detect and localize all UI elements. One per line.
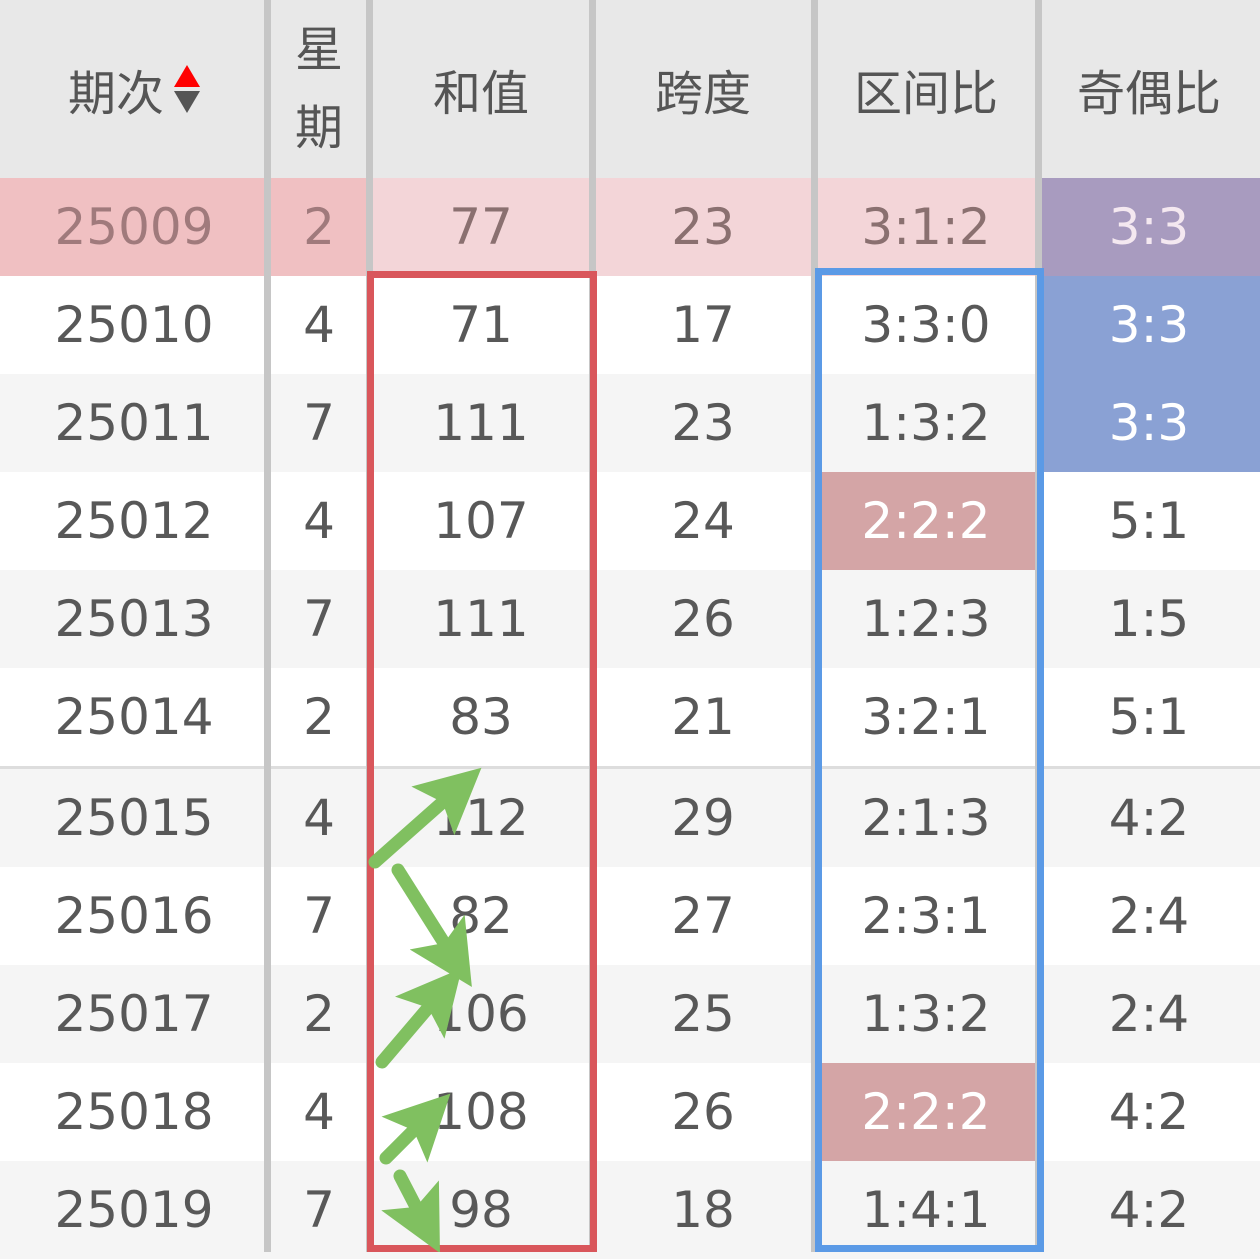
- weekday-cell: 2: [268, 178, 370, 276]
- zone-ratio-cell: 1:2:3: [861, 590, 991, 648]
- span-cell: 18: [671, 1181, 735, 1239]
- span-cell: 29: [671, 789, 735, 847]
- header-period[interactable]: 期次: [0, 0, 268, 178]
- span-cell: 26: [671, 1083, 735, 1141]
- period-cell: 25012: [54, 492, 214, 550]
- odd-even-cell: 4:2: [1108, 1181, 1190, 1239]
- sum-cell: 71: [449, 296, 513, 354]
- weekday-cell: 4: [303, 492, 335, 550]
- zone-ratio-cell: 3:3:0: [861, 296, 991, 354]
- table-row[interactable]: 25017 2 106 25 1:3:2 2:4: [0, 965, 1260, 1063]
- zone-highlight-box: [815, 268, 1044, 1252]
- table-row[interactable]: 25012 4 107 24 2:2:2 5:1: [0, 472, 1260, 570]
- header-label: 星期: [294, 22, 343, 156]
- span-cell: 17: [671, 296, 735, 354]
- header-label: 奇偶比: [1076, 66, 1221, 122]
- zone-ratio-cell: 3:1:2: [814, 178, 1038, 276]
- table-row[interactable]: 25013 7 111 26 1:2:3 1:5: [0, 570, 1260, 668]
- odd-even-cell: 5:1: [1108, 688, 1190, 746]
- period-cell: 25015: [54, 789, 214, 847]
- zone-ratio-cell: 3:2:1: [861, 688, 991, 746]
- period-cell: 25018: [54, 1083, 214, 1141]
- sum-cell: 111: [433, 394, 529, 452]
- weekday-cell: 4: [303, 789, 335, 847]
- arrow-up-icon: [368, 767, 482, 869]
- sum-cell: 83: [449, 688, 513, 746]
- header-label: 跨度: [654, 66, 751, 122]
- weekday-cell: 7: [303, 590, 335, 648]
- table-row[interactable]: 25019 7 98 18 1:4:1 4:2: [0, 1161, 1260, 1259]
- odd-even-cell: 4:2: [1108, 789, 1190, 847]
- zone-ratio-cell: 2:2:2: [814, 1063, 1038, 1161]
- period-cell: 25019: [54, 1181, 214, 1239]
- odd-even-cell: 3:3: [1038, 276, 1260, 374]
- sort-up-down-icon[interactable]: [174, 65, 200, 113]
- arrow-up-icon: [379, 1093, 451, 1165]
- weekday-cell: 2: [303, 985, 335, 1043]
- zone-ratio-cell: 2:1:3: [861, 789, 991, 847]
- table-header: 期次 星期 和值 跨度 区间比 奇偶比: [0, 0, 1260, 178]
- table-row[interactable]: 25010 4 71 17 3:3:0 3:3: [0, 276, 1260, 374]
- header-weekday: 星期: [268, 0, 370, 178]
- weekday-cell: 7: [303, 887, 335, 945]
- sum-cell: 111: [433, 590, 529, 648]
- odd-even-cell: 2:4: [1108, 887, 1190, 945]
- table-row[interactable]: 25011 7 111 23 1:3:2 3:3: [0, 374, 1260, 472]
- period-cell: 25009: [0, 178, 268, 276]
- span-cell: 23: [671, 394, 735, 452]
- zone-ratio-cell: 1:4:1: [861, 1181, 991, 1239]
- span-cell: 23: [592, 178, 814, 276]
- arrow-down-icon: [391, 863, 472, 987]
- table-row[interactable]: 25016 7 82 27 2:3:1 2:4: [0, 867, 1260, 965]
- zone-ratio-cell: 1:3:2: [861, 985, 991, 1043]
- period-cell: 25014: [54, 688, 214, 746]
- header-sum: 和值: [370, 0, 592, 178]
- table-row[interactable]: 25009 2 77 23 3:1:2 3:3: [0, 178, 1260, 276]
- odd-even-cell: 3:3: [1038, 374, 1260, 472]
- period-cell: 25010: [54, 296, 214, 354]
- header-label: 期次: [67, 66, 164, 122]
- span-cell: 21: [671, 688, 735, 746]
- header-span: 跨度: [592, 0, 814, 178]
- odd-even-cell: 3:3: [1038, 178, 1260, 276]
- period-cell: 25017: [54, 985, 214, 1043]
- zone-ratio-cell: 1:3:2: [861, 394, 991, 452]
- header-label: 区间比: [853, 66, 998, 122]
- weekday-cell: 7: [303, 394, 335, 452]
- sum-highlight-box: [367, 271, 597, 1252]
- column-divider: [811, 0, 818, 1252]
- header-odd-even-ratio: 奇偶比: [1038, 0, 1260, 178]
- period-cell: 25013: [54, 590, 214, 648]
- arrow-up-icon: [375, 968, 462, 1069]
- period-cell: 25016: [54, 887, 214, 945]
- table-row[interactable]: 25014 2 83 21 3:2:1 5:1: [0, 668, 1260, 766]
- period-cell: 25011: [54, 394, 214, 452]
- sum-cell: 107: [433, 492, 529, 550]
- span-cell: 26: [671, 590, 735, 648]
- span-cell: 27: [671, 887, 735, 945]
- header-label: 和值: [432, 66, 529, 122]
- weekday-cell: 7: [303, 1181, 335, 1239]
- sum-cell: 77: [370, 178, 592, 276]
- odd-even-cell: 4:2: [1108, 1083, 1190, 1141]
- odd-even-cell: 5:1: [1108, 492, 1190, 550]
- weekday-cell: 4: [303, 296, 335, 354]
- header-zone-ratio: 区间比: [814, 0, 1038, 178]
- weekday-cell: 4: [303, 1083, 335, 1141]
- span-cell: 24: [671, 492, 735, 550]
- odd-even-cell: 2:4: [1108, 985, 1190, 1043]
- table-row[interactable]: 25018 4 108 26 2:2:2 4:2: [0, 1063, 1260, 1161]
- weekday-cell: 2: [303, 688, 335, 746]
- odd-even-cell: 1:5: [1108, 590, 1190, 648]
- column-divider: [264, 0, 271, 1252]
- zone-ratio-cell: 2:3:1: [861, 887, 991, 945]
- arrow-down-icon: [381, 1169, 440, 1252]
- span-cell: 25: [671, 985, 735, 1043]
- sum-cell: 98: [449, 1181, 513, 1239]
- zone-ratio-cell: 2:2:2: [814, 472, 1038, 570]
